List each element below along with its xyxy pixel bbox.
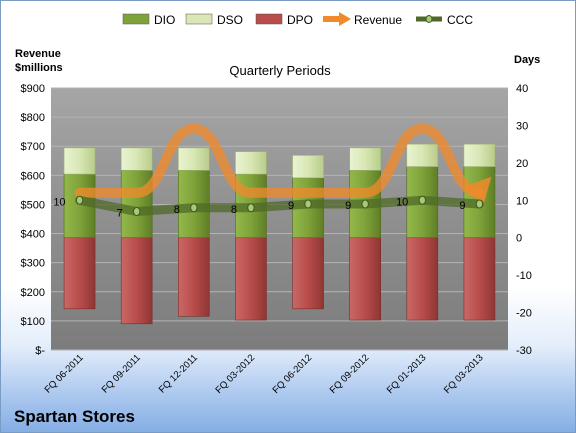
ccc-point [75,195,84,205]
left-tick-label: $400 [21,229,45,241]
dpo-bar [292,237,324,310]
legend-label: DPO [287,13,313,27]
ccc-data-label: 7 [117,208,123,220]
x-tick-label: FQ 06-2011 [43,352,86,395]
legend-label: CCC [447,13,473,27]
left-tick-label: $200 [21,287,45,299]
ccc-point [304,199,312,209]
ccc-data-label: 9 [288,200,294,212]
x-tick-label: FQ 09-2011 [100,352,143,395]
left-tick-label: $800 [21,112,45,124]
bars [63,143,496,325]
dso-bar [463,143,496,167]
revenue-line [74,123,485,198]
right-axis: -30 -20 -10 0 10 20 30 40 [516,83,532,357]
legend-swatch [185,13,213,25]
x-tick-label: FQ 01-2013 [385,352,429,396]
right-tick-label: 10 [516,195,528,207]
dpo-bar [235,237,267,321]
left-axis: $- $100 $200 $300 $400 $500 $600 $700 $800 $900 [21,83,46,357]
x-axis: FQ 06-2011 FQ 09-2011 FQ 12-2011 FQ 03-2012… [43,352,486,396]
legend-item: DPO [255,13,313,27]
left-tick-label: $700 [21,141,45,153]
left-axis-title-line1: Revenue [15,48,61,60]
ccc-point [418,195,427,205]
ccc-line [75,195,484,217]
dso-bar [349,147,381,171]
right-tick-label: -20 [516,308,532,320]
revenue-arrowhead [463,176,492,205]
ccc-data-label: 10 [53,196,65,208]
ccc-series: 10 7 8 8 9 9 10 9 [53,195,484,220]
dso-bar [235,151,267,175]
dso-bar [406,143,439,167]
x-tick-label: FQ 06-2012 [271,352,315,396]
x-tick-label: FQ 03-2012 [213,352,257,396]
right-tick-label: 30 [516,120,528,132]
legend-swatch [122,13,150,25]
dso-bar [292,155,324,179]
x-tick-label: FQ 12-2011 [157,352,200,395]
legend-item: DSO [185,13,243,27]
chart-title: Quarterly Periods [229,63,331,78]
left-tick-label: $300 [21,258,45,270]
dso-bar [63,147,96,175]
right-tick-label: -30 [516,345,532,357]
dpo-bar [63,237,96,310]
right-axis-title: Days [514,54,540,66]
ccc-data-label: 8 [174,204,180,216]
legend-swatch [339,12,351,26]
dso-bar [178,147,210,171]
legend: DIO DSO DPO Revenue CCC [122,12,473,27]
right-tick-label: 0 [516,233,522,245]
dso-bar [120,147,153,171]
left-axis-title-line2: $millions [15,62,63,74]
ccc-point [190,203,198,213]
left-tick-label: $100 [21,316,45,328]
ccc-point [475,199,484,209]
dpo-bar [406,237,439,321]
x-tick-label: FQ 09-2012 [328,352,372,396]
ccc-data-label: 8 [231,204,237,216]
ccc-data-label: 9 [345,200,351,212]
left-tick-label: $600 [21,170,45,182]
right-tick-label: 40 [516,83,528,95]
legend-item: CCC [416,13,473,27]
legend-swatch [255,13,283,25]
legend-label: Revenue [354,13,402,27]
legend-item: Revenue [323,12,402,27]
right-tick-label: 20 [516,158,528,170]
right-tick-label: -10 [516,270,532,282]
ccc-point [132,207,141,217]
dpo-bar [120,237,153,325]
ccc-data-label: 9 [459,200,465,212]
ccc-point [247,203,255,213]
ccc-point [361,199,369,209]
revenue-series [74,123,492,205]
dio-bar [120,170,153,239]
left-tick-label: $500 [21,199,45,211]
legend-label: DIO [154,13,175,27]
legend-item: DIO [122,13,175,27]
left-tick-label: $- [35,345,45,357]
x-tick-label: FQ 03-2013 [442,352,486,396]
dpo-bar [463,237,496,321]
company-name: Spartan Stores [14,407,135,426]
legend-marker [425,15,433,23]
ccc-data-label: 10 [396,196,408,208]
dpo-bar [349,237,381,321]
left-tick-label: $900 [21,83,45,95]
dpo-bar [178,237,210,317]
legend-label: DSO [217,13,243,27]
